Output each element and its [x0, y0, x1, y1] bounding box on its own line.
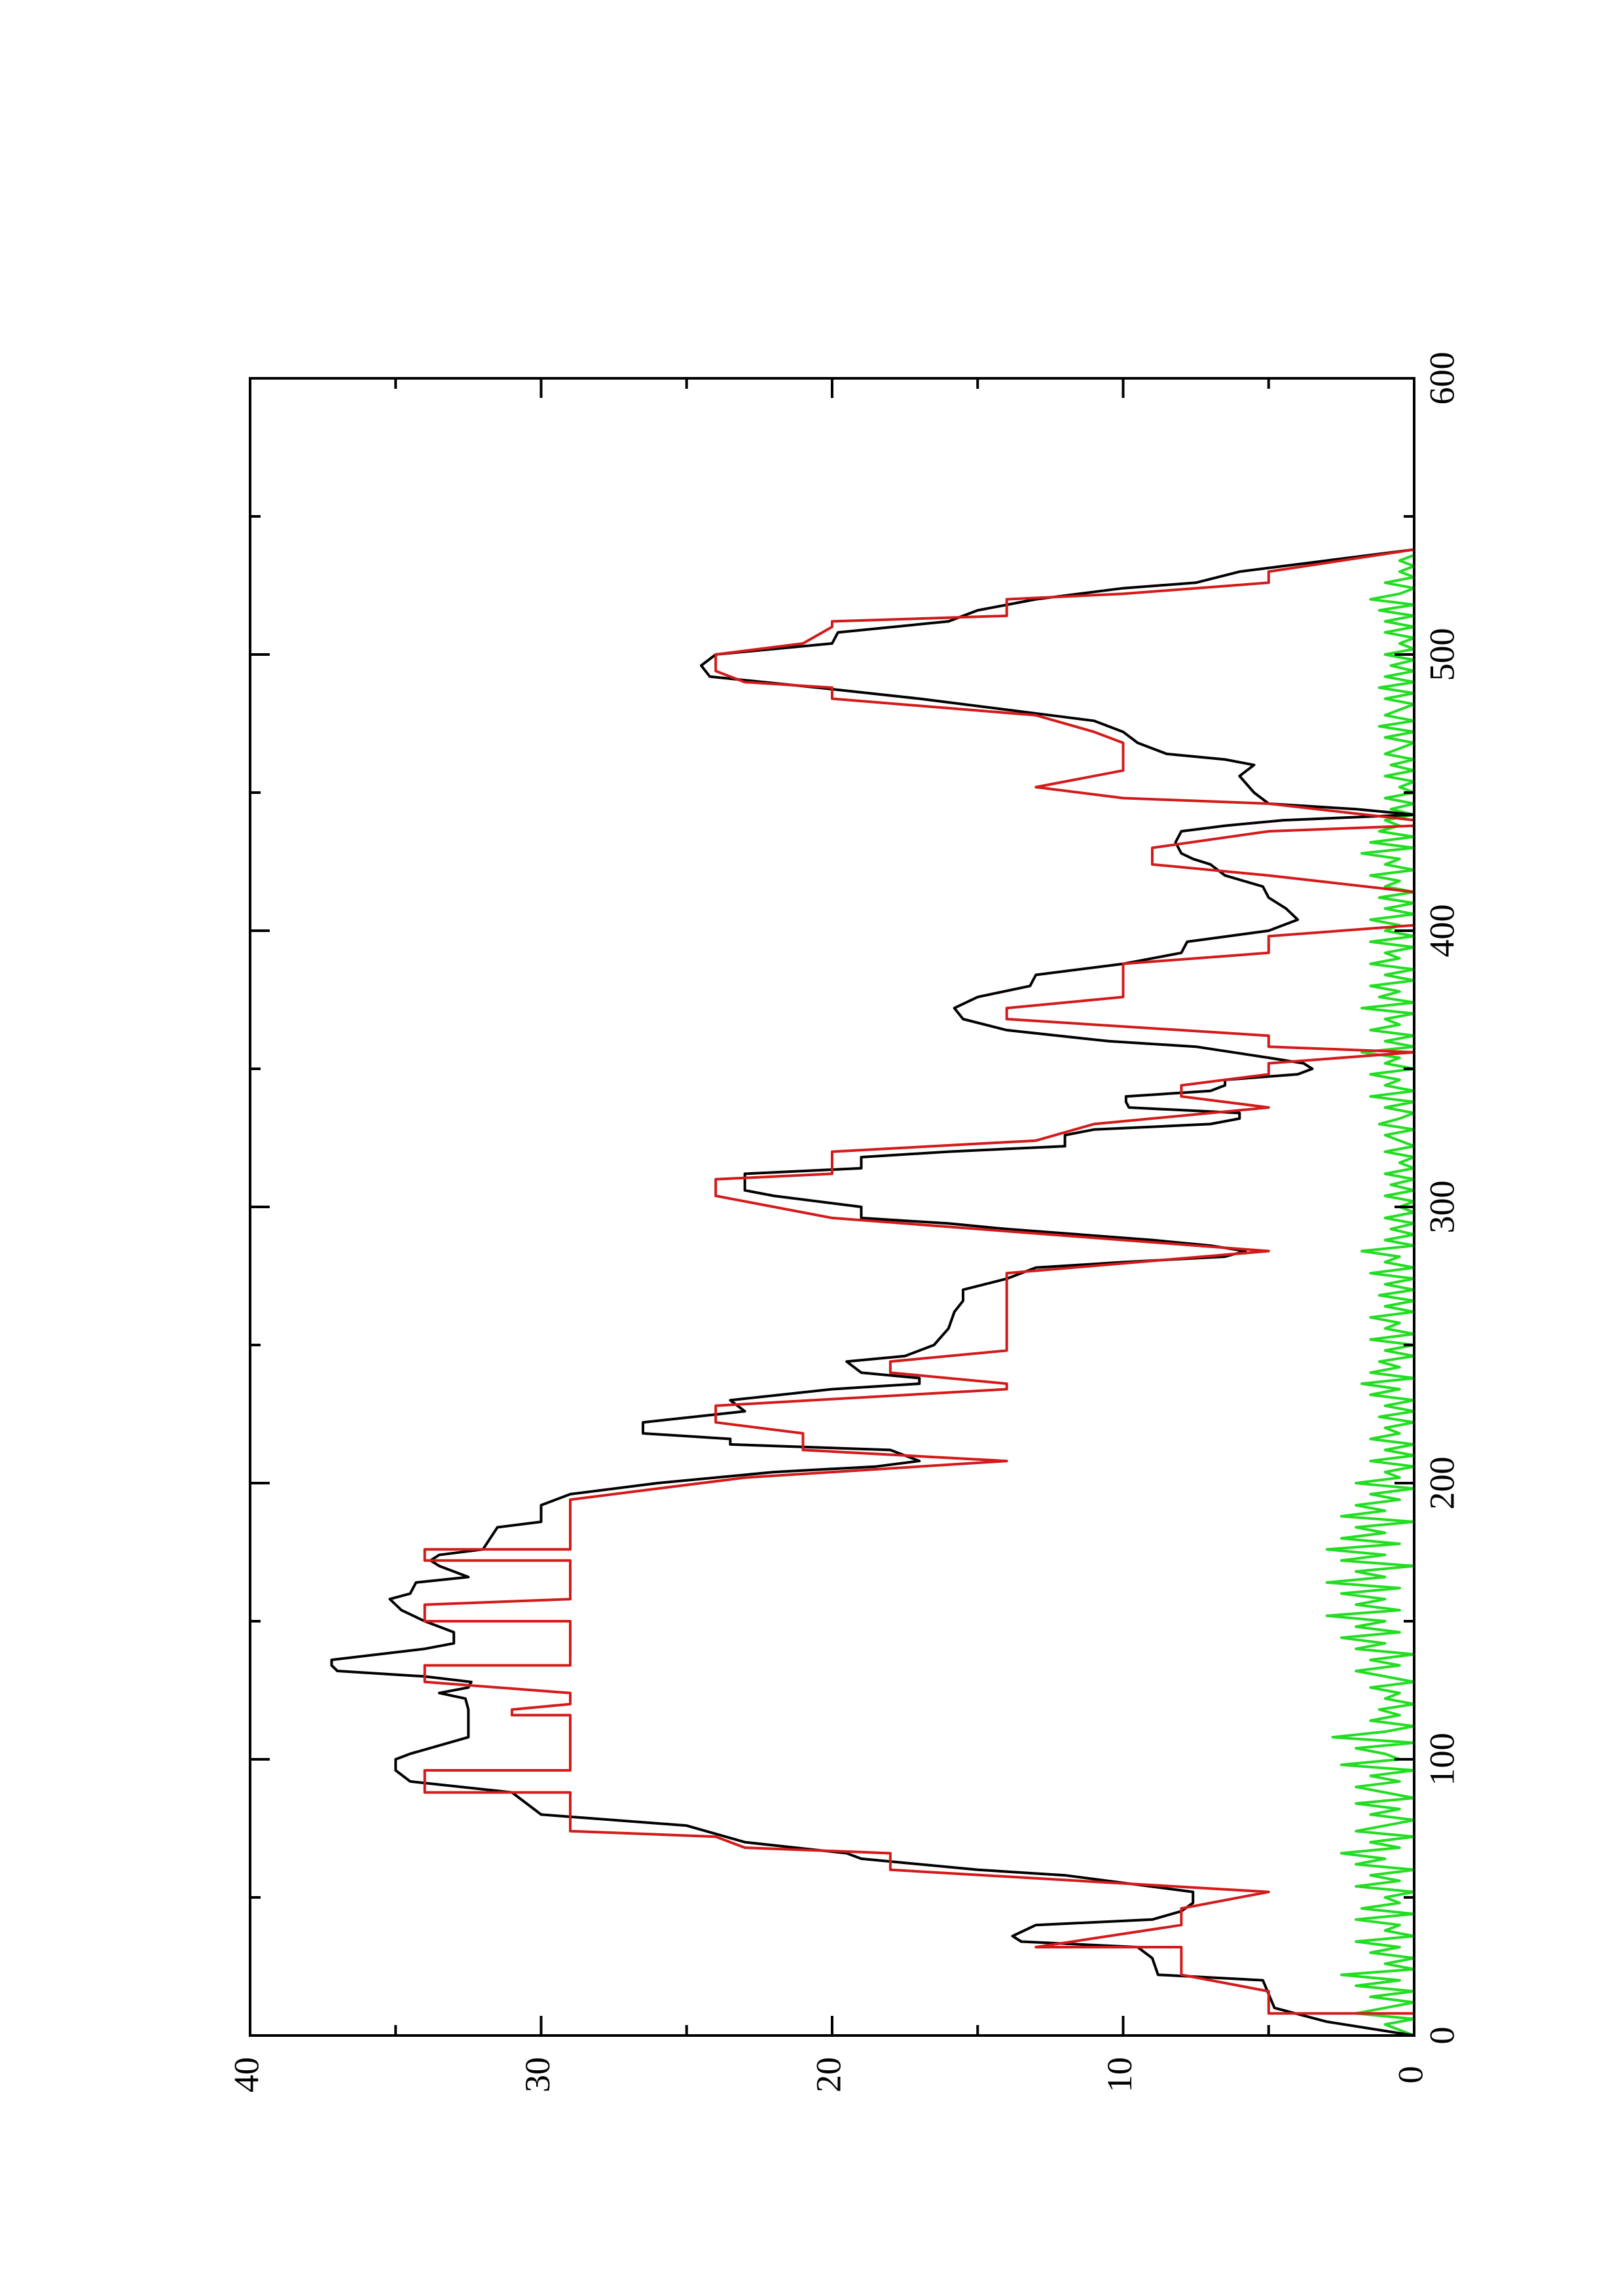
- x-tick-label: 100: [1422, 1733, 1461, 1786]
- x-tick-label: 500: [1422, 628, 1461, 681]
- plot-lines: [330, 548, 1415, 2037]
- x-tick-label: 300: [1422, 1181, 1461, 1234]
- y-tick-label: 30: [518, 2057, 557, 2092]
- tick-labels: 0 100 200 300 400 500 600 0 10 20 30 40: [227, 352, 1461, 2093]
- x-tick-label: 0: [1422, 2027, 1461, 2045]
- y-tick-label: 0: [1391, 2066, 1430, 2084]
- tick-marks: [249, 377, 1415, 2037]
- series-line-1: [330, 548, 1415, 2037]
- series-line-2: [423, 548, 1415, 2036]
- y-tick-label: 40: [227, 2057, 266, 2092]
- x-tick-label: 200: [1422, 1457, 1461, 1510]
- y-tick-label: 20: [809, 2057, 848, 2092]
- series-line-3: [1325, 549, 1415, 2037]
- x-tick-label: 600: [1422, 352, 1461, 405]
- x-tick-label: 400: [1422, 905, 1461, 958]
- y-tick-label: 10: [1100, 2057, 1139, 2092]
